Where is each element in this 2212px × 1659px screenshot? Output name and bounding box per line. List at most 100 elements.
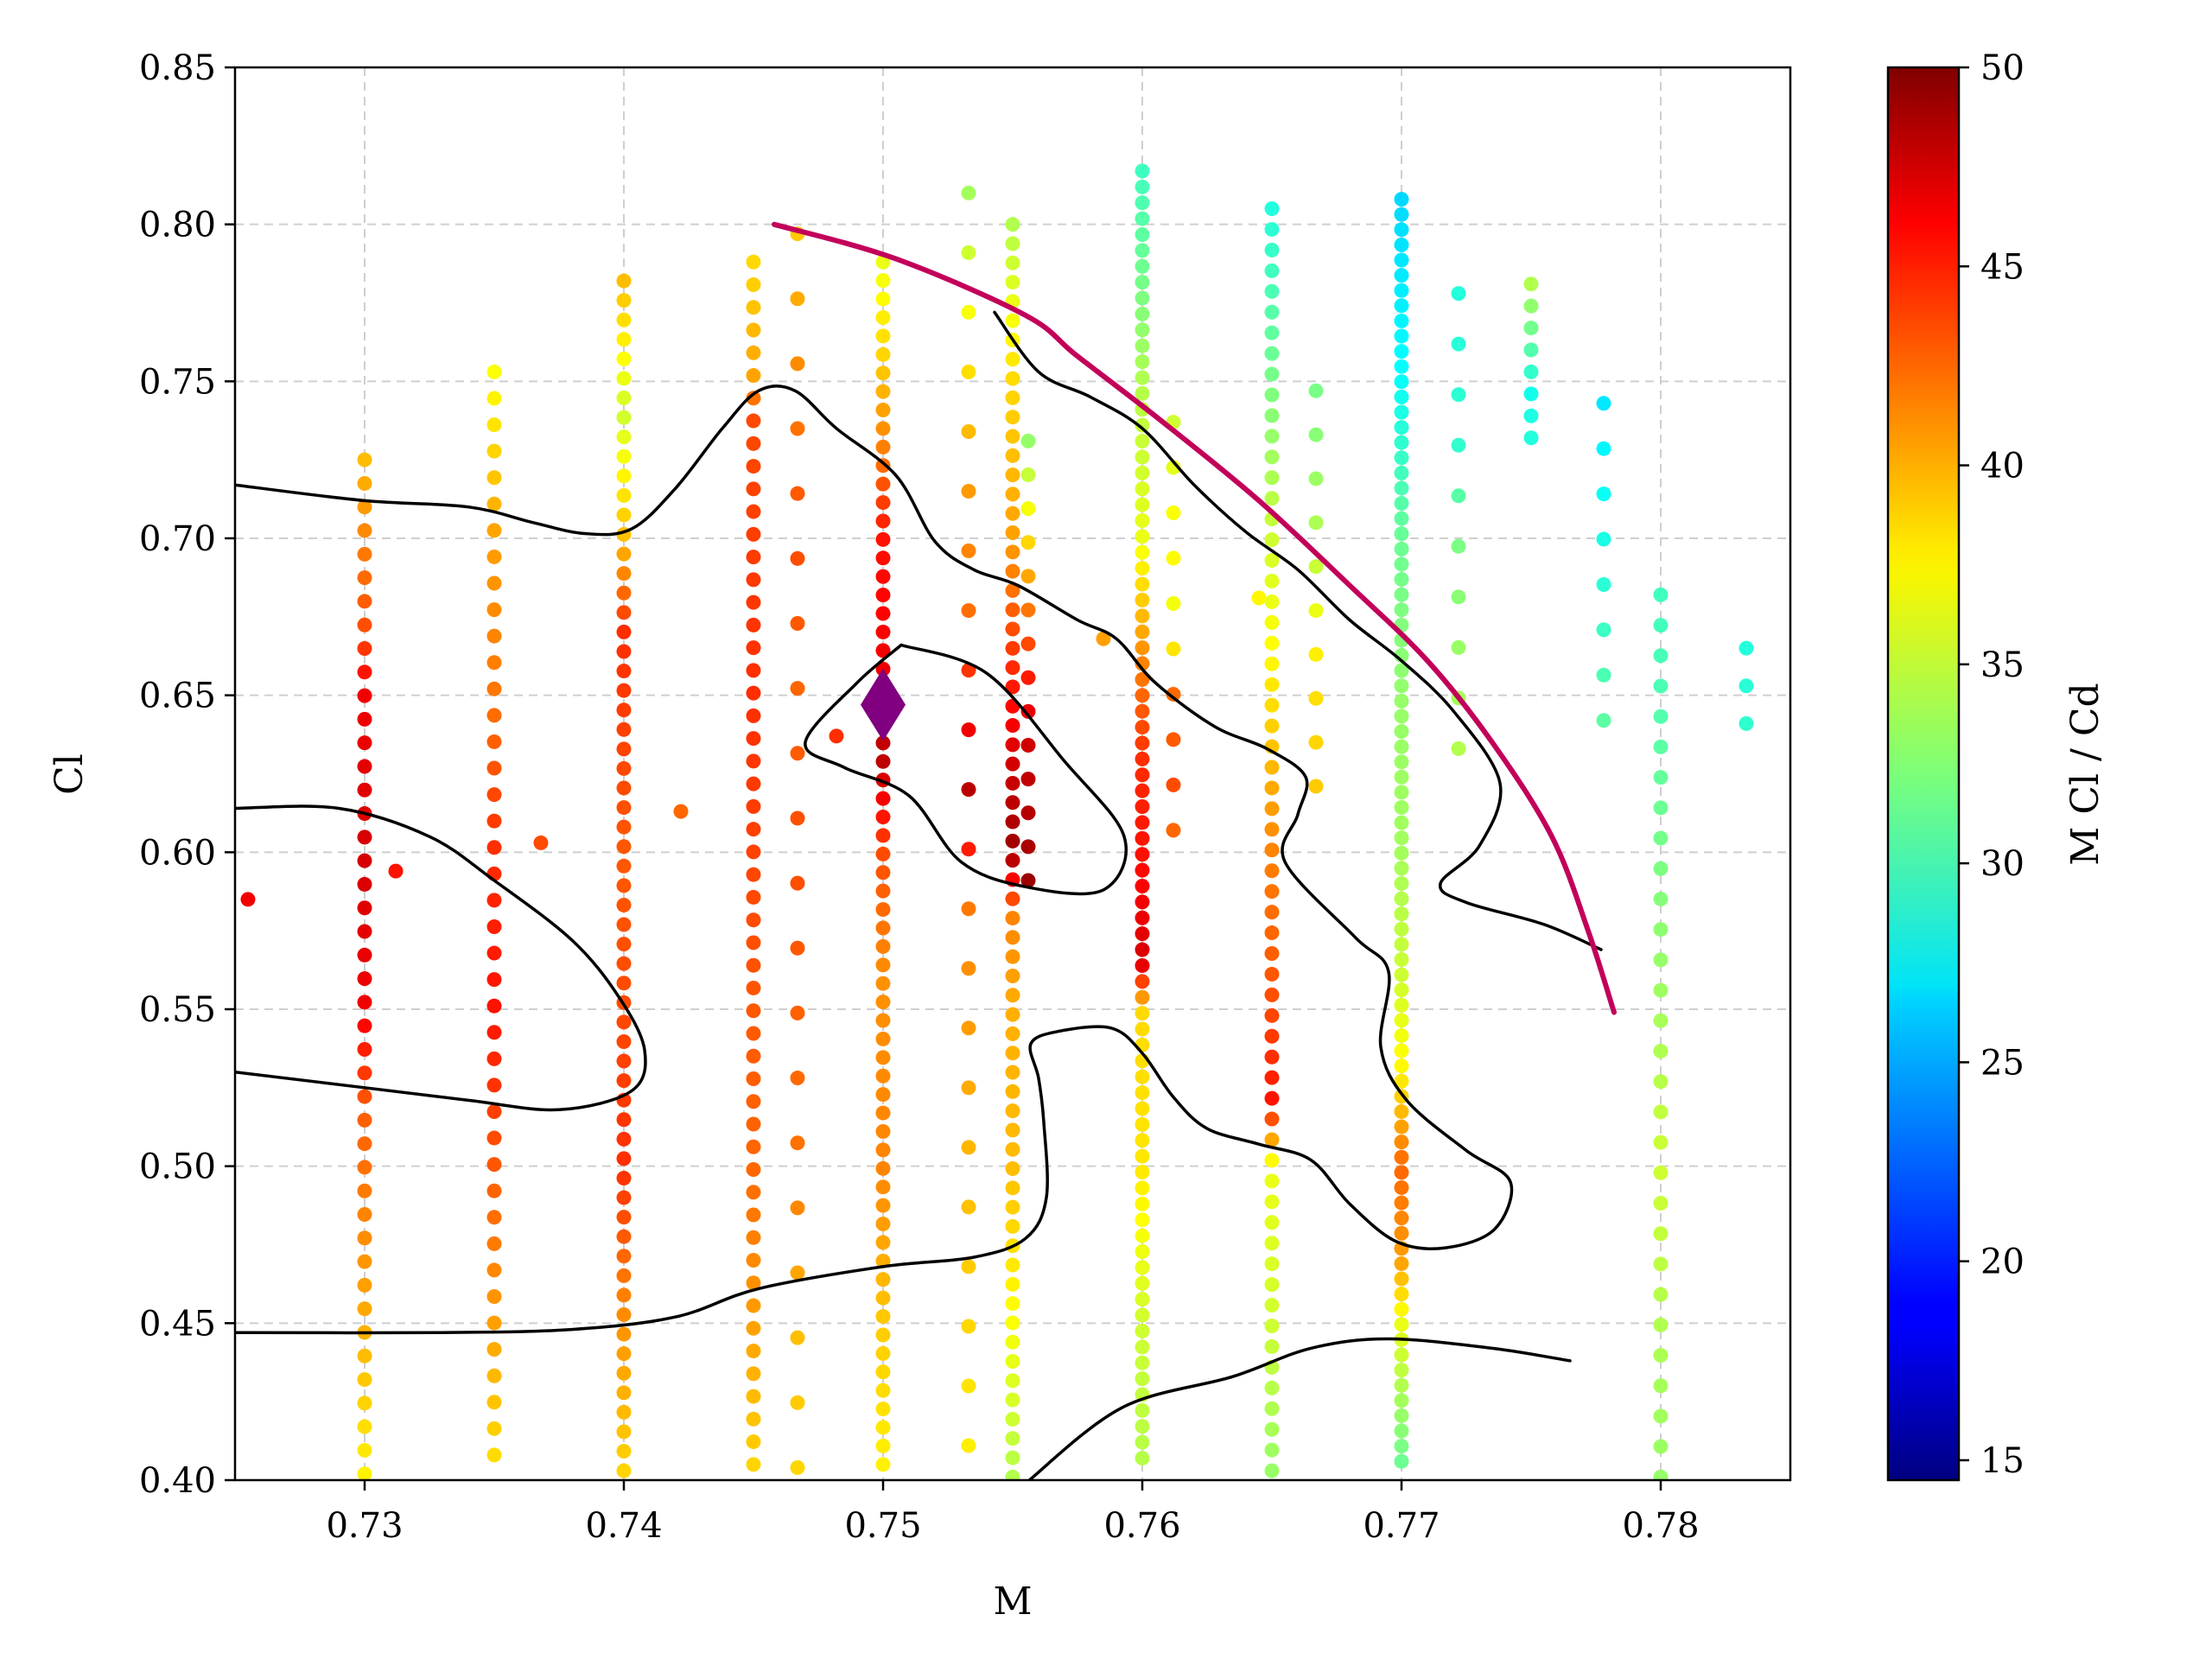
data-point bbox=[486, 918, 502, 934]
data-point bbox=[746, 1139, 761, 1154]
data-point bbox=[357, 1395, 372, 1411]
data-point bbox=[1653, 952, 1669, 968]
colorbar bbox=[1886, 66, 1961, 1482]
data-point bbox=[875, 735, 891, 751]
data-point bbox=[1005, 525, 1020, 541]
data-point bbox=[1135, 226, 1150, 242]
data-point bbox=[1394, 1058, 1409, 1074]
data-point bbox=[486, 893, 502, 908]
data-point bbox=[357, 523, 372, 538]
data-point bbox=[746, 798, 761, 814]
data-point bbox=[1394, 951, 1409, 967]
data-point bbox=[1264, 945, 1280, 961]
data-point bbox=[1264, 801, 1280, 817]
data-point bbox=[1020, 873, 1036, 888]
data-point bbox=[1394, 1119, 1409, 1135]
data-point bbox=[1394, 389, 1409, 404]
data-point bbox=[1394, 374, 1409, 390]
colorbar-tick-label: 25 bbox=[1980, 1043, 2024, 1083]
data-point bbox=[875, 1290, 891, 1306]
data-point bbox=[1135, 1085, 1150, 1101]
data-point bbox=[357, 617, 372, 632]
data-point bbox=[875, 588, 891, 603]
data-point bbox=[616, 410, 632, 425]
data-point bbox=[1653, 618, 1669, 633]
data-point bbox=[1264, 221, 1280, 237]
data-point bbox=[486, 1130, 502, 1146]
data-point bbox=[1135, 1323, 1150, 1338]
data-point bbox=[746, 1230, 761, 1245]
optimum-marker bbox=[861, 668, 906, 741]
data-point bbox=[616, 468, 632, 484]
data-point bbox=[875, 365, 891, 381]
data-point bbox=[616, 371, 632, 386]
data-point bbox=[790, 356, 805, 372]
data-point bbox=[1394, 1135, 1409, 1150]
data-point bbox=[1394, 328, 1409, 344]
data-point bbox=[1394, 891, 1409, 906]
contour-line bbox=[804, 643, 1128, 896]
y-axis: 0.40 0.45 0.50 0.55 0.60 0.65 0.70 0.75 0.80 0.85 bbox=[139, 48, 235, 1501]
data-point bbox=[486, 1025, 502, 1040]
data-point bbox=[1394, 861, 1409, 876]
data-point bbox=[1653, 1408, 1669, 1424]
data-point bbox=[1394, 1347, 1409, 1363]
data-point bbox=[616, 332, 632, 347]
data-point bbox=[1135, 1101, 1150, 1116]
data-point bbox=[1394, 724, 1409, 740]
data-point bbox=[1135, 847, 1150, 862]
data-point bbox=[746, 345, 761, 360]
data-point bbox=[486, 1236, 502, 1251]
data-point bbox=[616, 1365, 632, 1381]
data-point bbox=[1523, 321, 1539, 336]
data-point bbox=[1020, 839, 1036, 855]
data-point bbox=[875, 476, 891, 492]
data-point bbox=[1005, 448, 1020, 463]
data-point bbox=[1394, 541, 1409, 556]
data-point bbox=[1166, 823, 1181, 838]
data-point bbox=[357, 1207, 372, 1223]
data-point bbox=[1005, 236, 1020, 251]
data-point bbox=[1005, 718, 1020, 734]
data-point bbox=[1653, 770, 1669, 785]
data-point bbox=[486, 1103, 502, 1119]
data-point bbox=[486, 575, 502, 591]
data-point bbox=[1135, 1339, 1150, 1355]
data-point bbox=[616, 1053, 632, 1069]
data-point bbox=[1451, 639, 1466, 655]
data-point bbox=[1394, 997, 1409, 1013]
data-point bbox=[790, 681, 805, 696]
data-point bbox=[1135, 385, 1150, 401]
data-point bbox=[961, 1319, 976, 1334]
data-point bbox=[1005, 352, 1020, 367]
data-point bbox=[1394, 709, 1409, 724]
data-point bbox=[1135, 290, 1150, 306]
data-point bbox=[746, 640, 761, 656]
data-point bbox=[1005, 1392, 1020, 1408]
data-point bbox=[1394, 1195, 1409, 1211]
data-point bbox=[1653, 861, 1669, 876]
data-point bbox=[1451, 387, 1466, 403]
data-point bbox=[616, 956, 632, 971]
data-point bbox=[1135, 1371, 1150, 1387]
data-point bbox=[1394, 222, 1409, 238]
data-point bbox=[1523, 430, 1539, 446]
data-point bbox=[1005, 756, 1020, 772]
data-point bbox=[1264, 553, 1280, 569]
data-point bbox=[1166, 595, 1181, 611]
data-point bbox=[1005, 1296, 1020, 1312]
data-point bbox=[1005, 621, 1020, 637]
data-point bbox=[1166, 732, 1181, 747]
data-point bbox=[1135, 799, 1150, 815]
data-point bbox=[616, 312, 632, 327]
colorbar-tick-label: 20 bbox=[1980, 1243, 2024, 1282]
data-point bbox=[1308, 603, 1324, 619]
data-point bbox=[1135, 608, 1150, 624]
data-point bbox=[875, 791, 891, 806]
data-point bbox=[746, 685, 761, 701]
data-point bbox=[1135, 957, 1150, 973]
data-point bbox=[1005, 486, 1020, 502]
data-point bbox=[875, 1087, 891, 1103]
data-point bbox=[486, 364, 502, 379]
data-point bbox=[1135, 688, 1150, 703]
